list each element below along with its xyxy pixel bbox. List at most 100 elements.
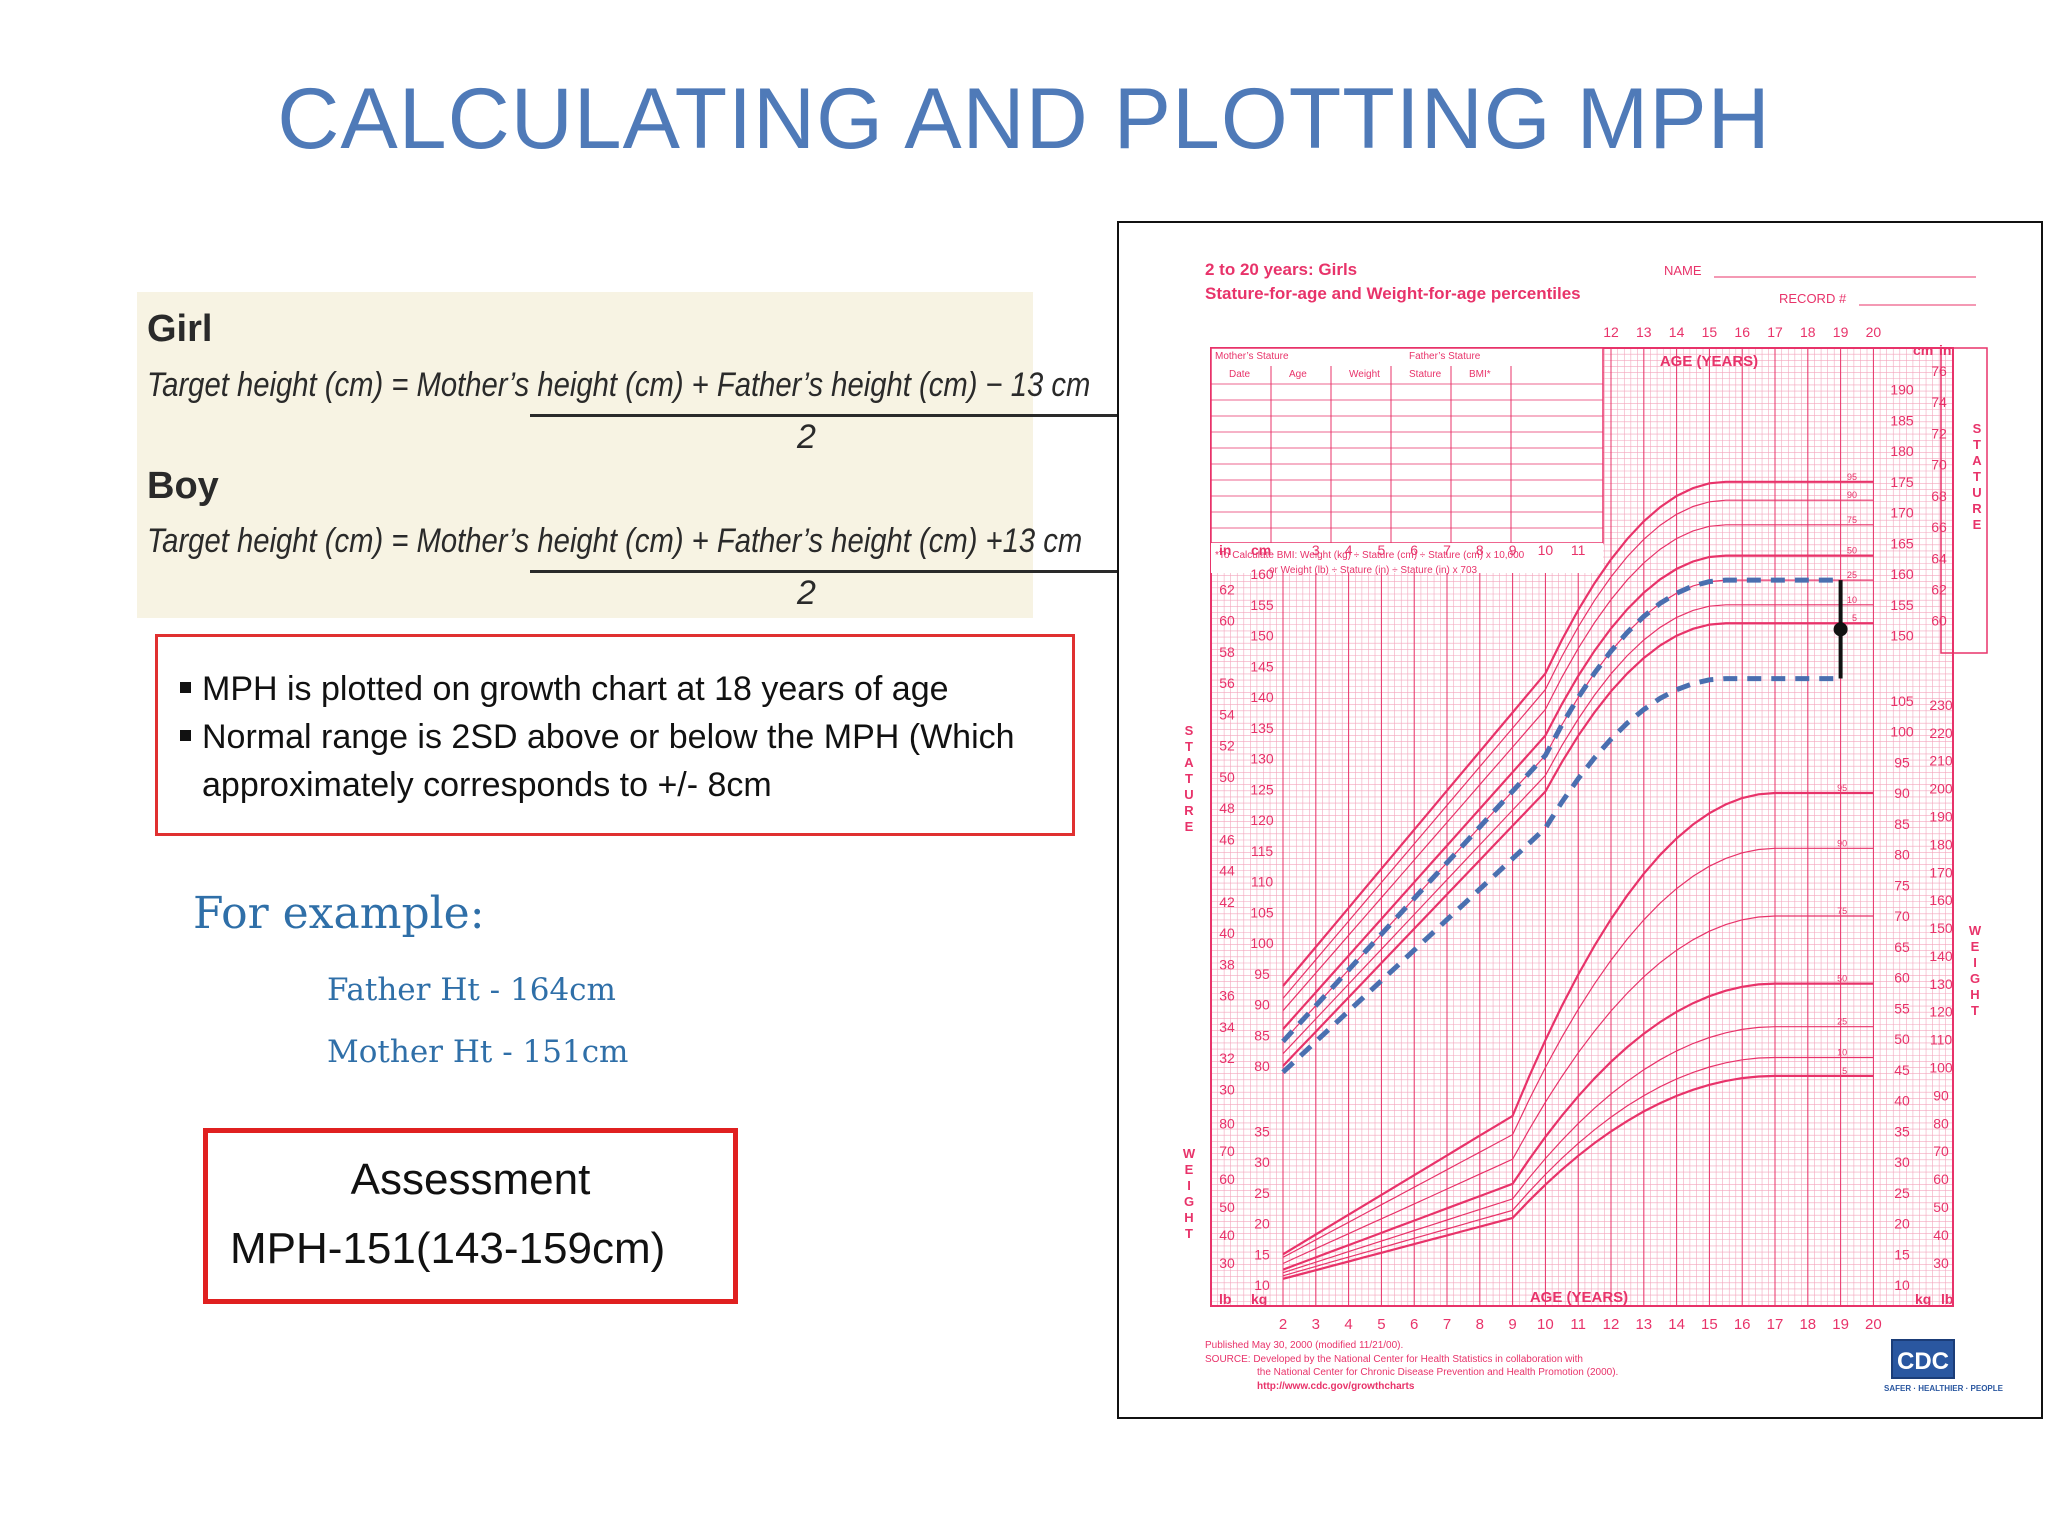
stature-cm-right-tick: 150 (1890, 628, 1914, 644)
weight-lb-right-tick: 190 (1929, 808, 1953, 824)
age-tick-mid: 4 (1345, 542, 1353, 558)
cdc-logo-icon (1891, 1339, 1955, 1379)
stature-cm-tick: 130 (1250, 751, 1274, 767)
weight-kg-left-tick: 15 (1254, 1246, 1270, 1262)
age-tick-bottom: 19 (1832, 1316, 1849, 1333)
mother-height: Mother Ht - 151cm (327, 1034, 629, 1070)
stature-percentile-label: 5 (1852, 613, 1857, 623)
side-weight-left-letter: W (1183, 1146, 1196, 1161)
chart-grid (1210, 347, 1988, 1307)
stature-cm-tick: 115 (1251, 843, 1274, 859)
weight-kg-left-tick: 10 (1254, 1277, 1270, 1293)
age-tick-bottom: 3 (1312, 1316, 1320, 1333)
boy-label: Boy (147, 465, 219, 507)
weight-kg-right-tick: 45 (1894, 1062, 1910, 1078)
stature-cm-tick: 100 (1250, 935, 1274, 951)
growth-chart: 2 to 20 years: Girls Stature-for-age and … (1183, 260, 2004, 1393)
weight-percentile-label: 5 (1842, 1066, 1847, 1076)
weight-lb-left-tick: 80 (1219, 1115, 1235, 1131)
weight-kg-right-tick: 90 (1894, 785, 1910, 801)
chart-title-line2: Stature-for-age and Weight-for-age perce… (1205, 284, 1581, 303)
side-weight-right-letter: W (1969, 923, 1982, 938)
age-tick-bottom: 13 (1635, 1316, 1652, 1333)
stature-percentile-label: 95 (1847, 472, 1857, 482)
age-tick-bottom: 14 (1668, 1316, 1685, 1333)
weight-percentile-curve (1282, 1026, 1874, 1274)
side-stature-right-letter: R (1972, 501, 1982, 516)
stature-in-tick: 38 (1219, 956, 1235, 972)
girl-formula-denominator: 2 (797, 418, 816, 456)
stature-in-right-tick: 72 (1931, 425, 1947, 441)
stature-cm-tick: 135 (1250, 720, 1274, 736)
age-tick-mid: 10 (1538, 542, 1554, 558)
girl-label: Girl (147, 308, 213, 350)
stature-cm-tick: 120 (1250, 812, 1274, 828)
age-tick-bottom: 2 (1279, 1316, 1287, 1333)
weight-lb-left-tick: 50 (1219, 1199, 1235, 1215)
age-tick-mid: 5 (1378, 542, 1386, 558)
girl-fraction-bar (530, 414, 1140, 417)
side-stature-right-letter: E (1973, 517, 1982, 532)
weight-lb-left-tick: 40 (1219, 1227, 1235, 1243)
example-heading: For example: (193, 888, 485, 939)
stature-percentile-curve (1282, 604, 1874, 1055)
weight-kg-right-tick: 95 (1894, 754, 1910, 770)
weight-lb-right-tick: 160 (1929, 892, 1953, 908)
weight-lb-right-tick: 60 (1933, 1171, 1949, 1187)
stature-in-right-tick: 62 (1931, 581, 1947, 597)
table-header: Date (1229, 369, 1251, 380)
chart-title-line1: 2 to 20 years: Girls (1205, 260, 1357, 279)
stature-in-tick: 48 (1219, 800, 1235, 816)
stature-in-tick: 56 (1219, 675, 1235, 691)
weight-kg-right-tick: 30 (1894, 1154, 1910, 1170)
weight-lb-left-tick: 70 (1219, 1143, 1235, 1159)
side-stature-left-letter: T (1185, 771, 1193, 786)
weight-kg-right-tick: 105 (1890, 693, 1914, 709)
age-tick-bottom: 5 (1377, 1316, 1385, 1333)
weight-kg-right-tick: 65 (1894, 939, 1910, 955)
age-tick-bottom: 18 (1799, 1316, 1816, 1333)
table-header: BMI* (1469, 369, 1491, 380)
age-tick-bottom: 20 (1865, 1316, 1882, 1333)
weight-percentile-label: 25 (1837, 1017, 1847, 1027)
side-weight-left-letter: T (1185, 1226, 1193, 1241)
stature-cm-tick: 155 (1250, 597, 1274, 613)
age-tick-mid: 7 (1443, 542, 1451, 558)
stature-in-tick: 46 (1219, 831, 1235, 847)
weight-lb-right-tick: 140 (1929, 948, 1953, 964)
mph-overlay (1281, 577, 1848, 1075)
weight-kg-right-tick: 100 (1890, 724, 1914, 740)
slide-title: CALCULATING AND PLOTTING MPH (277, 71, 1771, 167)
assessment-value: MPH-151(143-159cm) (230, 1224, 666, 1273)
unit-lb-right: lb (1941, 1291, 1953, 1307)
stature-cm-right-tick: 160 (1890, 566, 1914, 582)
stature-cm-tick: 145 (1250, 658, 1274, 674)
age-tick-top: 14 (1669, 324, 1685, 340)
weight-kg-right-tick: 70 (1894, 908, 1910, 924)
stature-cm-tick: 85 (1254, 1027, 1270, 1043)
stature-percentile-label: 25 (1847, 570, 1857, 580)
bullet-square-icon (180, 730, 191, 741)
weight-lb-right-tick: 40 (1933, 1227, 1949, 1243)
weight-kg-right-tick: 35 (1894, 1123, 1910, 1139)
stature-cm-tick: 105 (1250, 904, 1274, 920)
unit-lb-left: lb (1219, 1291, 1231, 1307)
weight-percentile-label: 50 (1837, 974, 1847, 984)
side-stature-right-letter: U (1972, 485, 1981, 500)
stature-in-right-tick: 64 (1931, 550, 1947, 566)
right-stature-scale-box (1940, 347, 1988, 654)
age-tick-bottom: 10 (1537, 1316, 1554, 1333)
side-stature-left-letter: R (1184, 803, 1194, 818)
age-tick-bottom: 7 (1443, 1316, 1451, 1333)
weight-kg-right-tick: 85 (1894, 816, 1910, 832)
stature-in-tick: 54 (1219, 706, 1235, 722)
age-tick-bottom: 6 (1410, 1316, 1418, 1333)
stature-percentile-label: 50 (1847, 546, 1857, 556)
stature-cm-tick: 110 (1251, 874, 1274, 890)
age-tick-top: 16 (1734, 324, 1750, 340)
source-url: http://www.cdc.gov/growthcharts (1257, 1381, 1415, 1392)
stature-cm-tick: 140 (1250, 689, 1274, 705)
weight-lb-right-tick: 170 (1929, 864, 1953, 880)
stature-cm-right-tick: 175 (1890, 474, 1914, 490)
